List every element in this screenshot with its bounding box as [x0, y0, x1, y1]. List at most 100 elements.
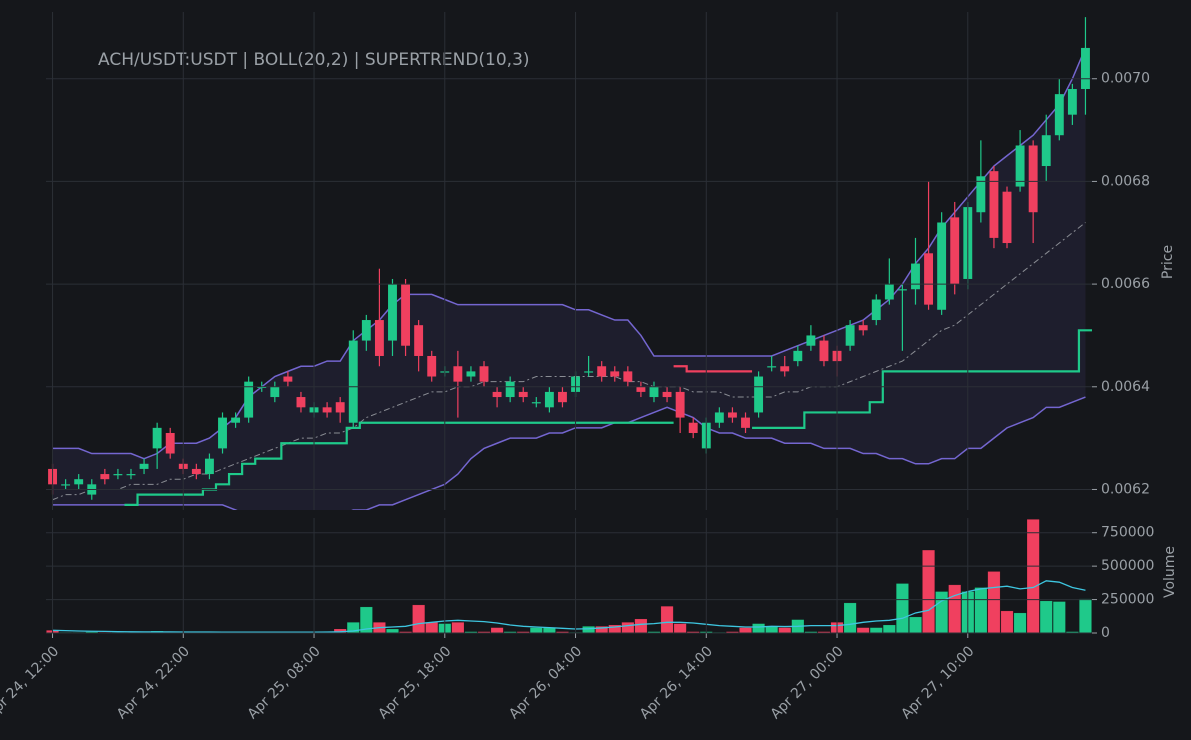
candle-body — [741, 417, 750, 428]
volume-bar — [1079, 598, 1092, 634]
y-tick-label: 0.0064 — [1101, 379, 1150, 395]
candle-body — [871, 299, 881, 321]
volume-bar — [634, 618, 648, 634]
candle-body — [662, 391, 672, 398]
x-tick-label: Apr 25, 08:00 — [245, 643, 324, 722]
volume-bar — [974, 587, 988, 634]
volume-bar — [1039, 600, 1053, 634]
y-axis-label: Price — [1160, 245, 1176, 279]
candle-body — [1015, 145, 1025, 187]
volume-bar — [909, 616, 922, 634]
volume-bar — [948, 584, 962, 634]
candle-body — [675, 391, 685, 418]
candle-body — [113, 474, 123, 476]
candle-body — [688, 422, 698, 433]
candle-body — [374, 320, 384, 356]
candle-body — [950, 217, 960, 285]
candle-body — [558, 391, 567, 403]
candle-body — [204, 458, 214, 475]
candle-body — [897, 289, 907, 291]
volume-bar — [1052, 601, 1066, 634]
volume-bar — [778, 627, 792, 634]
volume-bar — [582, 626, 596, 634]
volume-bar — [673, 623, 687, 634]
candle-body — [597, 366, 607, 377]
candle-body — [165, 432, 175, 454]
y-tick-label: 0.0070 — [1101, 71, 1150, 87]
candle-body — [505, 381, 515, 398]
candle-body — [937, 222, 947, 310]
candle-body — [61, 484, 71, 486]
x-tick-label: Apr 24, 12:00 — [0, 643, 62, 722]
candle-body — [401, 284, 411, 346]
candle-body — [1041, 135, 1051, 167]
candle-body — [845, 325, 855, 346]
candle-body — [296, 397, 306, 408]
candle-body — [244, 381, 254, 418]
x-tick-label: Apr 27, 00:00 — [768, 643, 847, 722]
candle-body — [531, 402, 541, 404]
candle-body — [623, 371, 633, 382]
volume-bar — [856, 627, 870, 634]
y-axis-label: Volume — [1162, 546, 1178, 598]
y-tick-label: 0.0062 — [1101, 481, 1150, 497]
volume-bar — [529, 627, 543, 634]
volume-ma — [52, 580, 1086, 633]
y-tick-label: 750000 — [1101, 525, 1154, 541]
y-tick-label: 500000 — [1101, 558, 1154, 574]
candle-body — [1067, 89, 1077, 115]
volume-bar — [922, 549, 935, 634]
candle-body — [989, 171, 999, 238]
candle-body — [793, 350, 803, 362]
x-tick-label: Apr 26, 04:00 — [506, 643, 585, 722]
volume-bar — [882, 624, 896, 634]
volume-bar — [869, 627, 883, 634]
volume-bar — [425, 622, 439, 634]
candle-body — [414, 325, 424, 356]
candle-body — [924, 253, 934, 305]
y-tick-label: 0.0066 — [1101, 276, 1150, 292]
candle-body — [767, 366, 777, 368]
candle-body — [453, 366, 463, 382]
band-fill — [52, 47, 1086, 510]
candle-body — [191, 468, 201, 475]
volume-bar — [386, 628, 399, 634]
band-lower — [52, 396, 1086, 510]
candle-body — [152, 427, 162, 449]
supertrend-up — [752, 329, 1092, 429]
x-tick-label: Apr 26, 14:00 — [637, 643, 716, 722]
volume-bar — [896, 583, 909, 634]
volume-bar — [1013, 612, 1027, 634]
volume-bar — [987, 571, 1001, 634]
band-middle — [52, 222, 1086, 501]
price-panel — [48, 17, 1092, 510]
candle-body — [976, 176, 986, 213]
candle-body — [466, 371, 476, 377]
candle-body — [518, 391, 528, 398]
candle-body — [780, 366, 790, 372]
candle-body — [649, 386, 659, 398]
volume-bar — [739, 627, 752, 634]
candle-body — [610, 371, 620, 377]
candle-body — [858, 325, 868, 331]
candle-body — [479, 366, 489, 382]
volume-bar — [752, 623, 765, 634]
x-tick-label: Apr 25, 18:00 — [375, 643, 454, 722]
volume-bar — [451, 622, 465, 634]
y-tick-label: 250000 — [1101, 592, 1154, 608]
candle-body — [257, 386, 267, 388]
volume-bar — [412, 604, 426, 634]
volume-bar — [490, 627, 504, 634]
candle-body — [388, 284, 397, 341]
candle-body — [754, 376, 764, 413]
x-tick-label: Apr 27, 10:00 — [898, 643, 977, 722]
candle-body — [74, 479, 84, 485]
volume-bar — [621, 622, 635, 634]
candle-body — [727, 412, 737, 418]
volume-panel — [46, 519, 1092, 634]
candle-body — [348, 340, 358, 423]
volume-bar — [1000, 610, 1014, 634]
candle-body — [884, 284, 894, 300]
